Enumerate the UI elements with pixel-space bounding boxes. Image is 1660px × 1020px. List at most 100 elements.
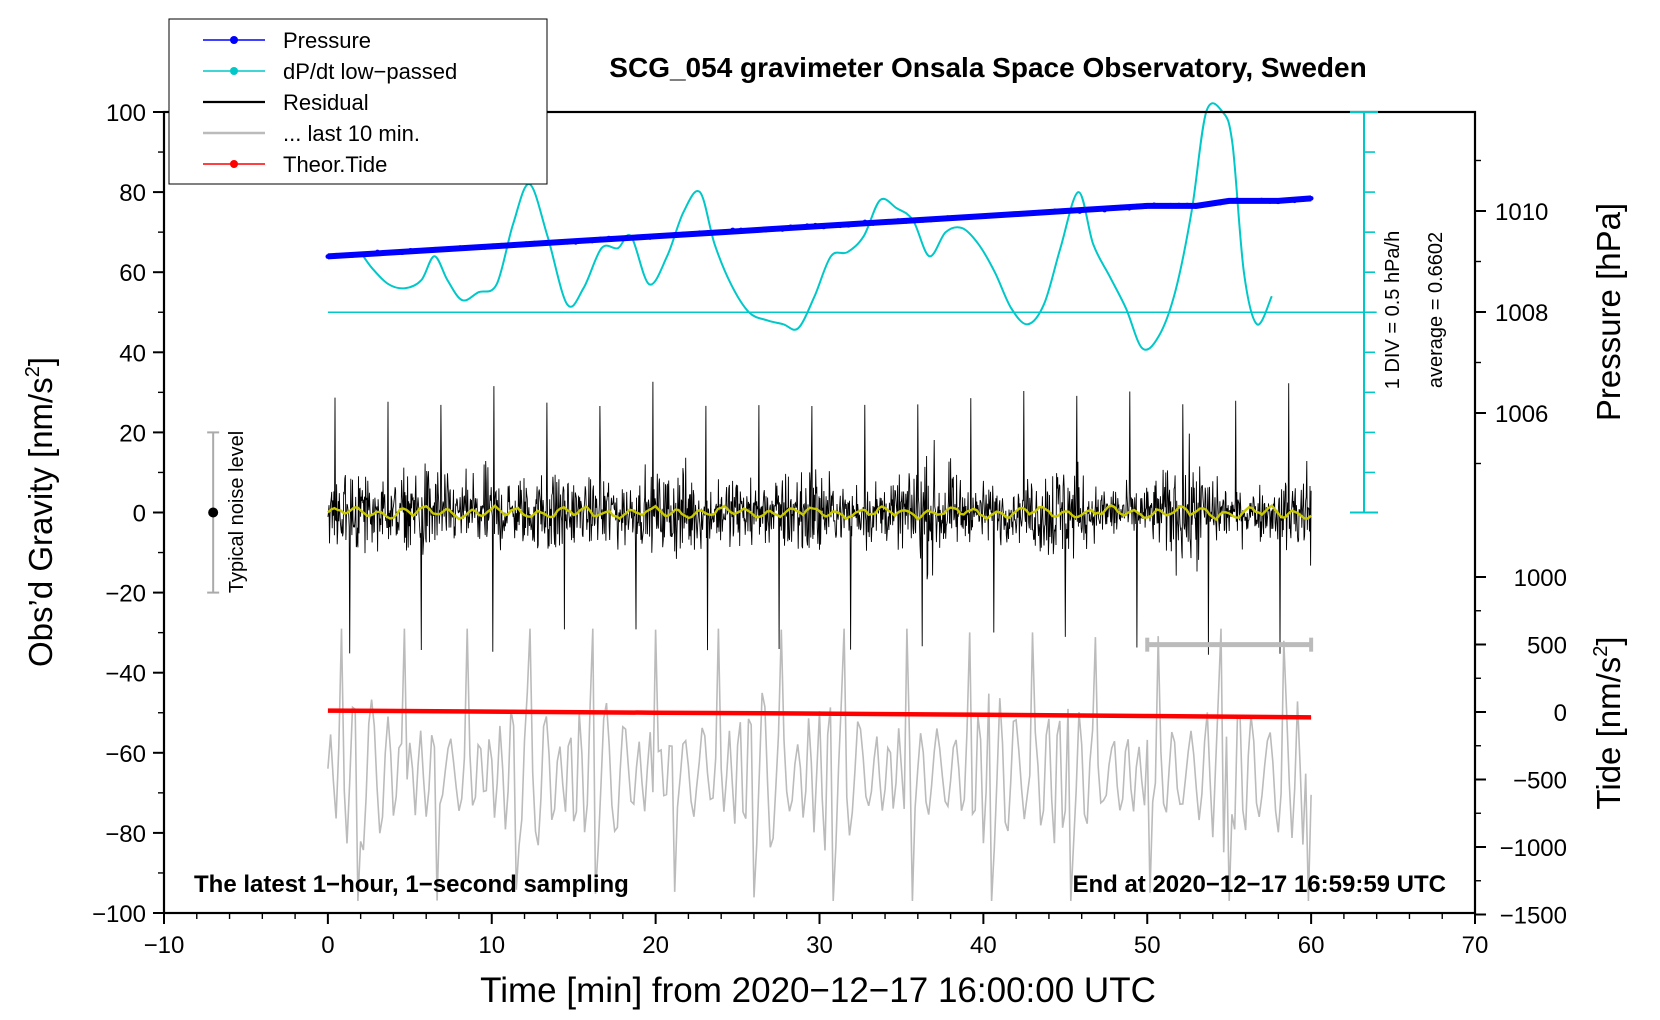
pressure-point xyxy=(895,218,901,224)
pressure-point xyxy=(771,226,777,232)
y-tick-label: 40 xyxy=(119,340,146,367)
pressure-point xyxy=(465,245,471,251)
pressure-point xyxy=(680,231,686,237)
pressure-point xyxy=(342,252,347,258)
theoretical-tide-line xyxy=(327,708,1312,720)
pressure-point xyxy=(870,221,876,226)
pressure-point xyxy=(994,212,1000,218)
pressure-point xyxy=(655,233,661,239)
legend-marker xyxy=(230,160,238,168)
pressure-point xyxy=(1060,209,1066,215)
pressure-point xyxy=(565,239,570,245)
y-tick-label: 0 xyxy=(133,501,146,528)
pressure-point xyxy=(1159,203,1165,209)
y-tick-label: −40 xyxy=(105,661,146,688)
pressure-point xyxy=(507,242,513,248)
pressure-point xyxy=(1184,202,1190,208)
pressure-point xyxy=(978,213,984,219)
pressure-point xyxy=(358,252,364,257)
pressure-point xyxy=(1234,197,1240,203)
pressure-point xyxy=(1093,206,1099,212)
pressure-point xyxy=(1126,205,1132,211)
pressure-point xyxy=(746,227,752,233)
y-tick-label: −60 xyxy=(105,741,146,768)
pressure-point xyxy=(408,247,413,253)
pressure-point xyxy=(482,245,488,250)
pressure-point xyxy=(1077,209,1083,214)
pressure-point xyxy=(622,235,628,241)
pressure-point xyxy=(730,227,736,233)
pressure-point xyxy=(763,227,769,233)
pressure-point xyxy=(457,245,463,251)
footer-right: End at 2020−12−17 16:59:59 UTC xyxy=(1072,871,1446,898)
legend-marker xyxy=(230,36,238,44)
pressure-point xyxy=(928,217,934,223)
pressure-point xyxy=(1102,207,1107,213)
pressure-point xyxy=(598,236,603,242)
pressure-series xyxy=(325,195,1314,260)
pressure-point xyxy=(788,224,793,230)
pressure-axis-label: Pressure [hPa] xyxy=(1590,203,1627,421)
pressure-point xyxy=(969,214,975,220)
x-tick-label: −10 xyxy=(144,932,185,959)
pressure-point xyxy=(953,215,959,220)
noise-bar-center xyxy=(208,507,219,518)
x-tick-label: 50 xyxy=(1134,932,1161,959)
pressure-point xyxy=(986,213,992,219)
legend-label: Theor.Tide xyxy=(283,152,387,177)
pressure-point xyxy=(540,240,546,246)
pressure-point xyxy=(441,247,446,253)
y-tick-label: −100 xyxy=(92,901,146,928)
x-tick-label: 0 xyxy=(321,932,334,959)
pressure-point xyxy=(573,239,579,245)
pressure-point xyxy=(796,225,802,230)
dpdt-series xyxy=(327,102,1377,351)
pressure-point xyxy=(474,244,480,250)
pressure-point xyxy=(903,218,909,224)
pressure-tick-label: 1006 xyxy=(1495,401,1548,428)
footer-left: The latest 1−hour, 1−second sampling xyxy=(194,871,629,898)
pressure-point xyxy=(631,235,636,241)
pressure-point xyxy=(779,227,785,232)
pressure-tick-label: 1010 xyxy=(1495,199,1548,226)
pressure-point xyxy=(614,236,620,241)
pressure-point xyxy=(1085,207,1091,213)
legend-label: dP/dt low−passed xyxy=(283,59,457,84)
pressure-point xyxy=(837,223,843,229)
pressure-point xyxy=(498,242,504,248)
pressure-point xyxy=(606,235,612,241)
theoretical-tide-series xyxy=(327,708,1312,720)
residual-smoothed-series xyxy=(327,503,1312,522)
pressure-point xyxy=(672,232,678,237)
last-10-min-series xyxy=(327,628,1312,902)
pressure-point xyxy=(1143,204,1149,209)
pressure-point xyxy=(449,246,455,252)
dpdt-scale-label: 1 DIV = 0.5 hPa/h xyxy=(1382,231,1404,389)
pressure-point xyxy=(589,238,595,244)
pressure-point xyxy=(1242,198,1248,204)
x-tick-label: 30 xyxy=(806,932,833,959)
pressure-point xyxy=(1151,202,1157,208)
pressure-point xyxy=(1226,198,1231,204)
pressure-point xyxy=(920,218,926,223)
y-tick-label: 100 xyxy=(106,100,146,127)
pressure-point xyxy=(854,221,860,227)
pressure-point xyxy=(1044,210,1050,215)
pressure-point xyxy=(1176,202,1182,208)
pressure-point xyxy=(1201,202,1207,208)
pressure-point xyxy=(350,252,356,258)
pressure-point xyxy=(1011,211,1017,217)
y-axis-label-left: Obs’d Gravity [nm/s2] xyxy=(22,357,59,667)
pressure-point xyxy=(697,230,703,236)
pressure-point xyxy=(1052,208,1058,214)
dpdt-average-label: average = 0.6602 xyxy=(1425,232,1447,388)
pressure-point xyxy=(1217,200,1223,206)
tide-axis-label-sup: 2 xyxy=(1590,646,1612,657)
pressure-point xyxy=(581,238,587,243)
pressure-point xyxy=(1069,207,1074,213)
pressure-point xyxy=(383,250,389,255)
y-axis-label-left-close: ] xyxy=(22,357,59,366)
pressure-point xyxy=(1267,198,1273,204)
pressure-point xyxy=(399,250,405,256)
legend: Pressure dP/dt low−passed Residual ... last… xyxy=(168,18,548,185)
